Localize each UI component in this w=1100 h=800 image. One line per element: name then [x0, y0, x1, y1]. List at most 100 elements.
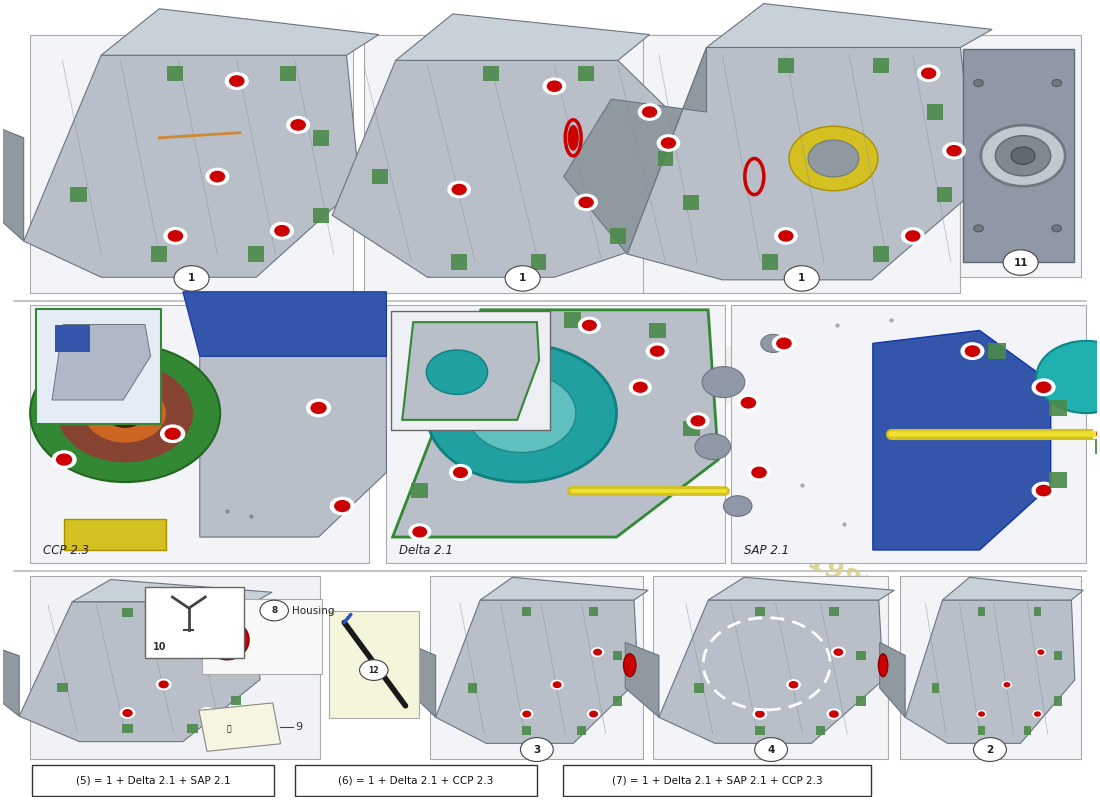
Polygon shape: [0, 643, 19, 716]
Circle shape: [164, 228, 187, 244]
Circle shape: [448, 182, 471, 198]
Circle shape: [210, 171, 224, 182]
Circle shape: [427, 344, 616, 482]
Circle shape: [752, 467, 767, 478]
Polygon shape: [481, 578, 648, 600]
FancyBboxPatch shape: [960, 34, 1081, 277]
Circle shape: [974, 79, 983, 86]
Bar: [683, 194, 698, 210]
Circle shape: [200, 708, 214, 718]
Text: 2: 2: [987, 745, 993, 754]
Circle shape: [590, 711, 597, 717]
Bar: [578, 726, 586, 735]
Bar: [609, 228, 626, 244]
Polygon shape: [55, 325, 90, 352]
Circle shape: [230, 76, 244, 86]
Circle shape: [688, 413, 708, 429]
Circle shape: [307, 399, 330, 417]
Polygon shape: [943, 578, 1084, 600]
Text: 10: 10: [153, 642, 166, 652]
Ellipse shape: [206, 620, 249, 660]
Bar: [372, 169, 387, 184]
Bar: [522, 726, 531, 735]
Circle shape: [979, 712, 984, 716]
Bar: [167, 66, 184, 81]
Text: passion for machines since 1985: passion for machines since 1985: [439, 354, 880, 605]
Bar: [778, 58, 794, 74]
Text: (6) = 1 + Delta 2.1 + CCP 2.3: (6) = 1 + Delta 2.1 + CCP 2.3: [338, 775, 494, 785]
Circle shape: [981, 125, 1065, 186]
FancyBboxPatch shape: [653, 576, 888, 759]
Ellipse shape: [879, 654, 888, 677]
Circle shape: [943, 142, 965, 159]
Polygon shape: [52, 325, 151, 400]
Circle shape: [592, 648, 604, 657]
Circle shape: [966, 346, 980, 356]
Circle shape: [634, 382, 647, 392]
Bar: [122, 725, 133, 734]
Circle shape: [827, 709, 840, 719]
Bar: [122, 609, 133, 618]
FancyBboxPatch shape: [35, 309, 162, 424]
Circle shape: [1004, 682, 1010, 686]
Circle shape: [260, 600, 288, 621]
Circle shape: [642, 107, 657, 117]
Text: CCP 2.3: CCP 2.3: [43, 544, 89, 557]
Circle shape: [543, 78, 565, 94]
Bar: [683, 421, 700, 436]
Bar: [199, 703, 280, 751]
Circle shape: [174, 266, 209, 291]
Circle shape: [583, 320, 596, 330]
Circle shape: [468, 374, 575, 453]
Bar: [936, 187, 953, 202]
Ellipse shape: [216, 629, 239, 651]
Circle shape: [505, 266, 540, 291]
Text: Housing: Housing: [292, 606, 334, 615]
Bar: [1054, 651, 1062, 660]
Bar: [70, 187, 87, 202]
Bar: [658, 150, 673, 166]
Polygon shape: [403, 322, 539, 420]
Circle shape: [905, 231, 920, 241]
Circle shape: [520, 738, 553, 762]
FancyBboxPatch shape: [202, 598, 322, 674]
Bar: [927, 104, 943, 120]
Bar: [57, 683, 68, 692]
Polygon shape: [962, 49, 1074, 262]
Circle shape: [638, 104, 661, 120]
Circle shape: [452, 185, 466, 194]
Polygon shape: [73, 579, 272, 602]
Circle shape: [772, 335, 795, 352]
Circle shape: [650, 346, 664, 356]
FancyBboxPatch shape: [30, 305, 370, 563]
Circle shape: [961, 343, 983, 359]
Polygon shape: [332, 60, 697, 278]
Circle shape: [947, 146, 961, 156]
Polygon shape: [627, 47, 977, 280]
Ellipse shape: [404, 654, 415, 677]
Bar: [451, 254, 468, 270]
Bar: [1049, 473, 1067, 488]
Circle shape: [1003, 250, 1038, 275]
FancyBboxPatch shape: [30, 34, 353, 293]
Circle shape: [977, 710, 986, 718]
Circle shape: [974, 225, 983, 232]
Circle shape: [30, 344, 220, 482]
Bar: [590, 607, 598, 616]
Circle shape: [575, 194, 597, 210]
Bar: [564, 313, 581, 328]
Circle shape: [275, 226, 289, 236]
Bar: [579, 66, 594, 81]
Circle shape: [1097, 429, 1100, 439]
Polygon shape: [563, 47, 706, 254]
Polygon shape: [697, 138, 761, 202]
FancyBboxPatch shape: [329, 610, 419, 718]
FancyBboxPatch shape: [730, 305, 1087, 563]
Polygon shape: [396, 14, 650, 60]
Circle shape: [360, 660, 388, 681]
Circle shape: [829, 711, 838, 717]
Circle shape: [1032, 379, 1055, 395]
Circle shape: [553, 682, 561, 687]
Circle shape: [409, 524, 430, 540]
Circle shape: [165, 428, 180, 439]
